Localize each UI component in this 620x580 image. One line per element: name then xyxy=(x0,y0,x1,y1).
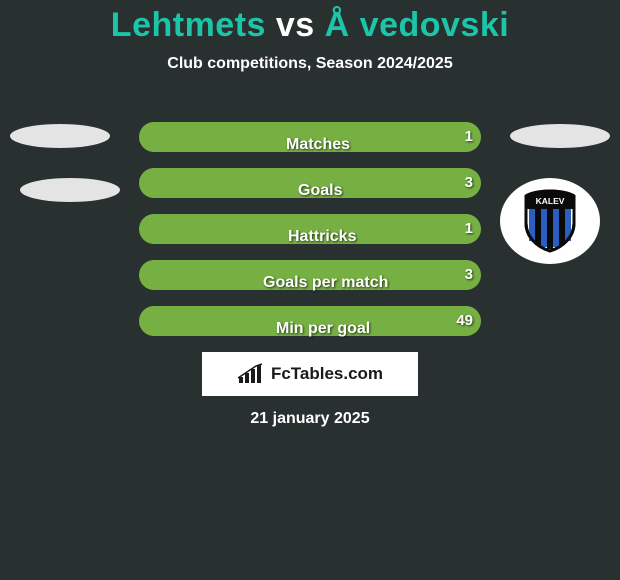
stat-label: Hattricks xyxy=(288,228,356,246)
snapshot-date: 21 january 2025 xyxy=(0,410,620,428)
brand-text: FcTables.com xyxy=(271,364,383,384)
stat-row: Matches 1 xyxy=(0,122,620,168)
stat-label: Min per goal xyxy=(276,320,370,338)
competition-subtitle: Club competitions, Season 2024/2025 xyxy=(0,55,620,73)
stat-value-right: 3 xyxy=(465,174,473,191)
vs-separator: vs xyxy=(276,6,315,44)
stat-value-right: 1 xyxy=(465,128,473,145)
stat-row: Goals 3 xyxy=(0,168,620,214)
stat-label: Matches xyxy=(286,136,350,154)
stat-label: Goals xyxy=(298,182,342,200)
stat-row: Min per goal 49 xyxy=(0,306,620,352)
stat-value-right: 3 xyxy=(465,266,473,283)
bar-chart-icon xyxy=(237,363,265,385)
player1-name: Lehtmets xyxy=(111,6,266,44)
stat-row: Goals per match 3 xyxy=(0,260,620,306)
stat-value-right: 1 xyxy=(465,220,473,237)
stat-row: Hattricks 1 xyxy=(0,214,620,260)
comparison-title: Lehtmets vs Å vedovski xyxy=(0,0,620,45)
stat-rows: Matches 1 Goals 3 Hattricks 1 Goals per match 3… xyxy=(0,122,620,352)
brand-watermark: FcTables.com xyxy=(202,352,418,396)
stat-label: Goals per match xyxy=(263,274,388,292)
player2-name: Å vedovski xyxy=(325,6,510,44)
stat-value-right: 49 xyxy=(456,312,473,329)
